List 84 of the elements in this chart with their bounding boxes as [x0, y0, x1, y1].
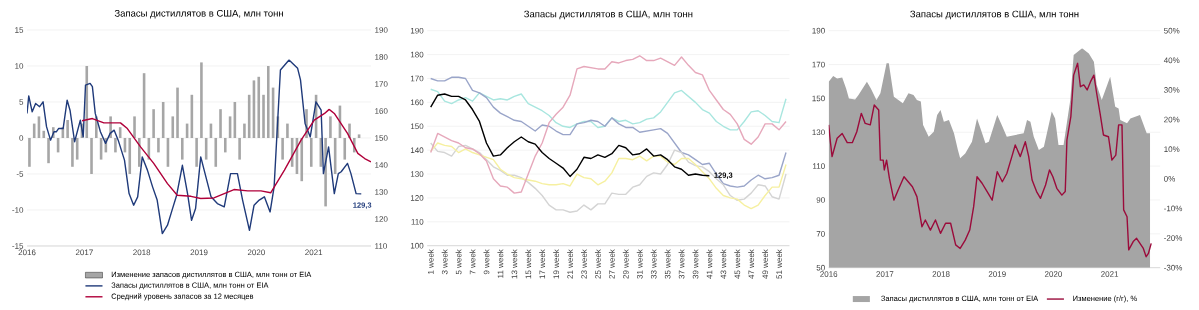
y-tick-label: 130	[410, 171, 424, 177]
x-tick-label: 27 week	[608, 249, 615, 279]
y2-tick-label: 150	[375, 135, 388, 141]
x-tick-label: 35 week	[664, 249, 671, 279]
y2-tick-label: 10%	[1164, 146, 1180, 153]
chart-title: Запасы дистиллятов в США, млн тонн	[524, 10, 693, 20]
x-tick-label: 19 week	[553, 249, 560, 279]
x-tick-label: 23 week	[581, 249, 587, 279]
x-tick-label: 2017	[75, 249, 93, 256]
y-tick-label: 110	[813, 163, 825, 169]
x-tick-label: 11 week	[497, 249, 504, 278]
x-tick-label: 45 week	[734, 249, 741, 279]
y-tick-label: -5	[16, 171, 24, 177]
y2-tick-label: 160	[375, 108, 388, 114]
x-tick-label: 47 week	[748, 249, 755, 279]
y-tick-label: -10	[12, 207, 24, 213]
x-tick-label: 43 week	[720, 249, 727, 279]
x-tick-label: 37 week	[678, 249, 685, 279]
x-tick-label: 2018	[932, 271, 950, 277]
y2-tick-label: 180	[375, 54, 388, 60]
y-tick-label: 160	[410, 99, 424, 106]
y2-tick-label: 140	[375, 162, 388, 168]
x-tick-label: 13 week	[511, 249, 518, 279]
y-tick-label: 100	[410, 242, 424, 249]
x-tick-label: 51 week	[776, 249, 782, 279]
y-tick-label: 130	[812, 129, 825, 136]
x-tick-label: 2016	[18, 249, 36, 256]
x-tick-label: 49 week	[762, 249, 769, 279]
x-tick-label: 5 week	[455, 249, 462, 275]
y2-tick-label: 110	[375, 243, 387, 249]
y-tick-label: 70	[816, 231, 825, 237]
x-tick-label: 29 week	[622, 249, 629, 279]
x-tick-label: 2016	[820, 271, 838, 277]
y2-tick-label: 0%	[1164, 175, 1175, 182]
y2-tick-label: 20%	[1164, 116, 1180, 123]
y2-tick-label: 40%	[1163, 57, 1180, 64]
x-tick-label: 2017	[876, 271, 894, 277]
y-tick-label: 0	[19, 135, 24, 141]
y2-tick-label: 120	[375, 216, 388, 222]
x-tick-label: 21 week	[567, 249, 573, 279]
x-tick-label: 7 week	[469, 249, 476, 275]
x-tick-label: 17 week	[539, 249, 546, 279]
x-tick-label: 2021	[305, 249, 323, 256]
y-tick-label: 180	[410, 51, 424, 58]
y2-tick-label: 30%	[1164, 87, 1180, 93]
y2-tick-label: -10%	[1164, 205, 1183, 212]
x-tick-label: 2021	[1101, 271, 1119, 277]
y2-tick-label: 190	[375, 27, 388, 33]
y-tick-label: 150	[410, 123, 424, 130]
y2-tick-label: -30%	[1164, 264, 1183, 271]
x-tick-label: 2019	[988, 271, 1006, 277]
x-tick-label: 33 week	[650, 249, 657, 279]
x-tick-label: 39 week	[692, 249, 699, 279]
y2-tick-label: 130	[375, 189, 388, 195]
chart-title: Запасы дистиллятов в США, млн тонн	[910, 10, 1079, 20]
y-tick-label: -15	[12, 243, 24, 249]
x-tick-label: 41 week	[706, 249, 713, 279]
y-tick-label: 5	[19, 99, 24, 105]
y2-tick-label: 50%	[1164, 27, 1180, 34]
y-tick-label: 140	[410, 147, 424, 153]
x-tick-label: 31 week	[636, 249, 643, 279]
chart-title: Запасы дистиллятов в США, млн тонн	[114, 9, 283, 19]
x-tick-label: 2020	[247, 249, 265, 256]
y-tick-label: 110	[411, 218, 424, 225]
y-tick-label: 170	[812, 61, 825, 68]
y-tick-label: 50	[816, 264, 825, 271]
x-tick-label: 3 week	[441, 249, 448, 275]
y-tick-label: 150	[812, 95, 825, 102]
y2-tick-label: -20%	[1164, 235, 1183, 241]
x-tick-label: 9 week	[483, 249, 490, 275]
y-tick-label: 170	[410, 75, 424, 82]
y-tick-label: 190	[410, 27, 424, 34]
x-tick-label: 15 week	[525, 249, 532, 279]
y-tick-label: 120	[410, 195, 424, 201]
x-tick-label: 25 week	[594, 249, 601, 279]
y-tick-label: 15	[15, 27, 24, 33]
x-tick-label: 2019	[190, 249, 208, 256]
x-tick-label: 2018	[133, 249, 151, 256]
y-tick-label: 90	[816, 197, 825, 203]
y-tick-label: 190	[812, 27, 825, 34]
y-tick-label: 10	[15, 63, 24, 69]
x-tick-label: 1 week	[427, 249, 434, 274]
y2-tick-label: 170	[375, 81, 388, 87]
x-tick-label: 2020	[1044, 271, 1063, 277]
